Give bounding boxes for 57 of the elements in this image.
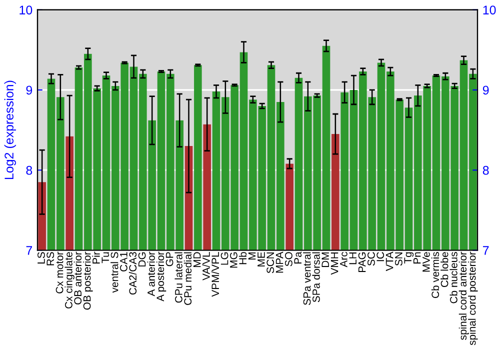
x-tick-label: VA/VL [202, 252, 210, 280]
x-tick-label: SC [368, 252, 375, 266]
y2-tick-label: 10 [483, 6, 496, 14]
x-tick-label: GP [166, 252, 174, 266]
x-tick-label: Cx motor [56, 252, 64, 294]
x-tick-label: SCN [266, 252, 274, 274]
y2-tick-label: 8 [482, 166, 489, 175]
x-tick-label: Tg [404, 252, 414, 264]
x-tick-label: CA1 [120, 252, 128, 272]
x-tick-label: VTA [386, 252, 394, 272]
x-tick-label: Cb vermis [431, 252, 440, 298]
x-tick-label: CA2/CA3 [128, 252, 137, 295]
x-tick-label: Cb lobe [440, 252, 448, 288]
y-tick-label: 7 [26, 246, 32, 255]
x-tick-label: MD [193, 252, 201, 267]
y2-tick-label: 7 [483, 246, 489, 255]
x-tick-label: Pn [413, 252, 421, 264]
x-tick-label: LG [220, 252, 228, 265]
x-tick-label: CPu medial [184, 252, 192, 305]
x-tick-label: PAG [358, 252, 366, 272]
x-tick-label: MPA [276, 252, 284, 273]
y-axis-title: Log2 (expression) [4, 80, 16, 180]
y-tick-label: 9 [26, 86, 32, 95]
y-tick-label: 8 [26, 166, 32, 175]
x-tick-label: RS [46, 252, 54, 266]
x-tick-label: SO [285, 252, 292, 266]
x-tick-label: A anterior [147, 252, 155, 296]
x-tick-label: Pa [294, 252, 302, 264]
x-tick-label: MVe [422, 252, 430, 272]
x-tick-label: VPM/VPL [211, 252, 220, 297]
x-tick-label: OB posterior [83, 252, 93, 310]
x-tick-label: VMH [330, 252, 338, 275]
x-tick-label: Cx cingulate [64, 252, 74, 308]
x-tick-label: IC [376, 252, 384, 262]
x-tick-label: spinal cord anterior [458, 252, 469, 340]
x-tick-label: LS [38, 252, 45, 264]
x-tick-label: LH [349, 252, 356, 264]
x-tick-label: Pir [92, 252, 100, 264]
y2-tick-label: 9 [482, 86, 489, 95]
y-tick-label: 10 [20, 6, 32, 14]
x-tick-label: ME [258, 252, 265, 266]
x-tick-label: Arc [340, 252, 348, 268]
x-tick-label: Cb nucleus [450, 252, 458, 304]
x-tick-label: Tu [102, 252, 110, 264]
x-tick-label: M [248, 252, 256, 260]
x-tick-label: OB anterior [74, 252, 82, 304]
x-tick-label: DG [138, 252, 146, 266]
x-tick-label: SN [395, 252, 402, 266]
x-tick-label: Hb [238, 252, 247, 264]
x-tick-label: ventral S [110, 252, 118, 293]
x-tick-label: DM [322, 252, 329, 267]
x-tick-label: A posterior [156, 252, 166, 302]
x-tick-label: SPa dorsal [312, 252, 320, 302]
x-tick-label: CPu lateral [174, 252, 182, 303]
x-tick-label: SPa ventral [303, 252, 311, 306]
x-tick-label: MG [230, 252, 238, 268]
x-tick-label: spinal cord posterior [468, 252, 478, 346]
